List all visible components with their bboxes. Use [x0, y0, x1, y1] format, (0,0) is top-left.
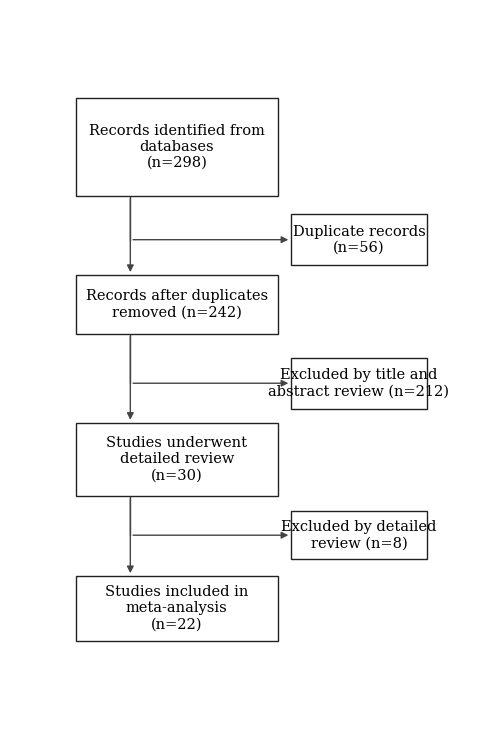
Text: Studies underwent
detailed review
(n=30): Studies underwent detailed review (n=30): [106, 436, 248, 482]
FancyBboxPatch shape: [291, 358, 427, 409]
FancyBboxPatch shape: [291, 511, 427, 559]
FancyBboxPatch shape: [291, 214, 427, 265]
Text: Records identified from
databases
(n=298): Records identified from databases (n=298…: [89, 124, 265, 170]
Text: Records after duplicates
removed (n=242): Records after duplicates removed (n=242): [86, 289, 268, 319]
FancyBboxPatch shape: [76, 576, 278, 641]
Text: Duplicate records
(n=56): Duplicate records (n=56): [292, 224, 426, 255]
Text: Excluded by detailed
review (n=8): Excluded by detailed review (n=8): [281, 520, 436, 550]
Text: Studies included in
meta-analysis
(n=22): Studies included in meta-analysis (n=22): [105, 586, 249, 632]
FancyBboxPatch shape: [76, 423, 278, 496]
FancyBboxPatch shape: [76, 275, 278, 334]
Text: Excluded by title and
abstract review (n=212): Excluded by title and abstract review (n…: [268, 368, 450, 398]
FancyBboxPatch shape: [76, 97, 278, 196]
